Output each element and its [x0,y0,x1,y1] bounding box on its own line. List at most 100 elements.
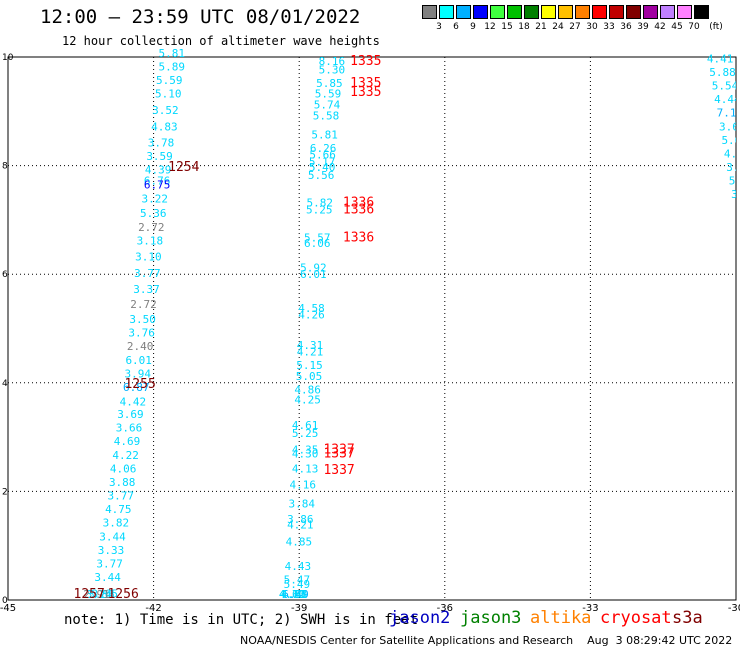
wave-height-label: 2.91 [83,588,110,601]
wave-height-label: 5.88 [709,66,736,79]
pass-time-label: 1254 [168,160,199,175]
y-tick-label: 6 [2,270,8,280]
satellite-legend-jason2: jason2 [389,608,451,628]
wave-height-label: 4.22 [112,449,139,462]
wave-height-label: 5.59 [156,74,183,87]
wave-height-label: 4.75 [105,503,132,516]
wave-height-label: 4.44 [714,93,740,106]
color-scale-label: 6 [453,22,459,32]
color-scale-swatch [626,5,641,19]
wave-height-label: 2.72 [130,298,157,311]
wave-height-label: 6.01 [300,268,327,281]
wave-height-label: 5.40 [309,161,336,174]
wave-height-label: 3.18 [137,234,164,247]
wave-height-label: 3.22 [141,193,168,206]
color-scale-label: 21 [535,22,547,32]
wave-height-label: 3.44 [99,530,126,543]
wave-height-label: 5.54 [712,80,739,93]
footer-note: note: 1) Time is in UTC; 2) SWH is in fe… [64,612,419,628]
pass-time-label: 1337 [323,463,354,478]
wave-height-label: 4.21 [297,346,324,359]
color-scale-swatch [592,5,607,19]
satellite-legend-jason3: jason3 [460,608,522,628]
wave-height-label: 3.33 [98,544,125,557]
pass-time-label: 1335 [350,85,381,100]
color-scale-unit: (ft) [709,22,723,32]
wave-height-label: 5.25 [306,203,333,216]
wave-height-label: 5 [729,175,736,188]
pass-time-label: 1255 [124,377,155,392]
wave-height-label: 3.78 [148,137,175,150]
color-scale-swatch [609,5,624,19]
chart-subtitle: 12 hour collection of altimeter wave hei… [62,34,380,48]
color-scale-swatch [524,5,539,19]
x-tick-label: -42 [145,603,161,614]
wave-height-label: 3.77 [107,490,134,503]
color-scale-label: 18 [518,22,530,32]
wave-height-label: 5.59 [315,88,342,101]
wave-height-label: 4.60 [279,588,306,601]
wave-height-label: 4.42 [120,396,147,409]
x-tick-label: -39 [291,603,307,614]
wave-height-label: 3 [731,188,738,201]
wave-height-label: 5.10 [155,88,182,101]
wave-height-label: 4.06 [110,462,137,475]
color-scale-label: 36 [620,22,632,32]
pass-time-label: 1336 [343,195,374,210]
wave-height-label: 3.52 [152,104,179,117]
wave-height-label: 5.66 [309,149,336,162]
wave-height-label: 4.26 [298,309,325,322]
color-scale-swatch [439,5,454,19]
wave-height-label: 3.76 [128,327,155,340]
wave-height-label: 8.16 [319,55,346,68]
wave-height-label: 4.39 [145,164,172,177]
color-scale-label: 30 [586,22,598,32]
pass-time-label: 1335 [350,54,381,69]
wave-height-label: 4.21 [287,518,314,531]
wave-height-label: 3.84 [289,498,316,511]
wave-height-label: 3.88 [109,476,136,489]
y-tick-label: 10 [2,53,14,63]
wave-height-label: 5.82 [306,196,333,209]
x-tick-label: -45 [0,603,16,614]
credit-line: NOAA/NESDIS Center for Satellite Applica… [240,634,733,647]
wave-height-label: 3.77 [96,557,123,570]
color-scale-swatch [473,5,488,19]
wave-height-label: 4.30 [292,448,319,461]
color-scale-label: 3 [436,22,442,32]
wave-height-label: 5.47 [284,574,311,587]
color-scale-swatch [643,5,658,19]
plot-marks: 5.815.895.595.103.524.833.783.594.396.76… [74,49,740,601]
pass-time-label: 1337 [323,442,354,457]
color-scale-swatch [456,5,471,19]
wave-height-label: 5.30 [319,63,346,76]
wave-height-label: 3.6 [719,120,739,133]
wave-height-label: 4.25 [294,393,321,406]
wave-height-label: 4.83 [151,120,178,133]
wave-height-label: 4.58 [298,302,325,315]
wave-height-label: 6.76 [144,175,171,188]
wave-height-label: 5.15 [296,359,323,372]
wave-height-label: 4.16 [289,479,316,492]
pass-time-label: 1335 [350,76,381,91]
pass-time-label: 1337 [323,447,354,462]
wave-height-label: 5.58 [313,109,340,122]
color-scale-swatch [660,5,675,19]
satellite-legend-s3a: s3a [672,608,703,628]
wave-height-label: 4.43 [285,560,312,573]
wave-height-label: 6.49 [282,588,309,601]
wave-height-label: 5.89 [158,61,185,74]
color-scale-swatch [541,5,556,19]
wave-height-label: 4. [724,147,737,160]
color-scale-label: 45 [671,22,683,32]
wave-height-label: 5.85 [316,77,343,90]
color-scale-label: 12 [484,22,496,32]
x-tick-label: -30 [728,603,740,614]
x-tick-label: -33 [582,603,598,614]
wave-height-label: 6.06 [304,237,331,250]
wave-height-label: 4.71 [279,588,306,601]
wave-height-label: 5.56 [308,169,335,182]
y-tick-label: 2 [2,487,8,497]
wave-height-label: 4.31 [297,339,324,352]
wave-height-label: 3.86 [287,513,314,526]
